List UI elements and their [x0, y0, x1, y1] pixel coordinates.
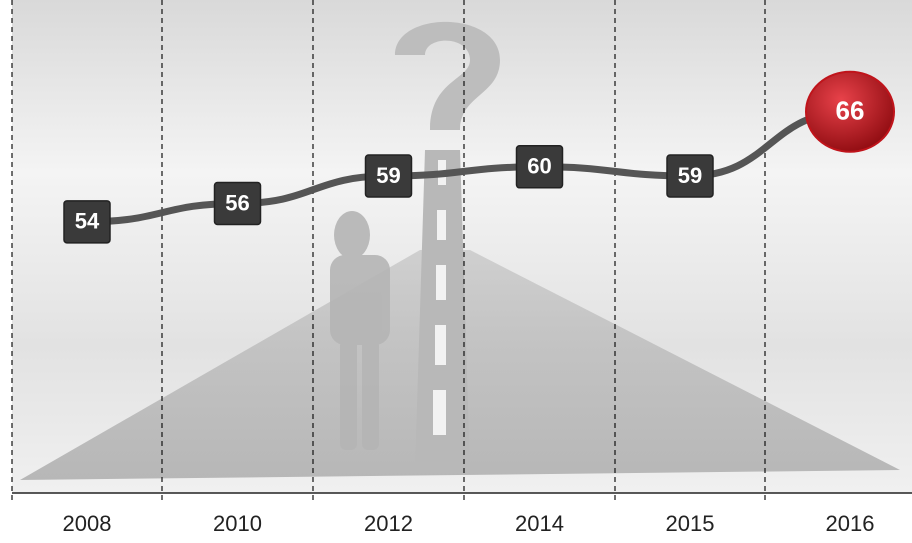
marker — [213, 181, 262, 226]
x-tick-label: 2010 — [213, 511, 262, 536]
marker — [515, 145, 564, 189]
x-tick-label: 2014 — [515, 511, 564, 536]
value-label: 66 — [836, 96, 865, 126]
marker — [63, 200, 111, 244]
x-tick-label: 2015 — [666, 511, 715, 536]
value-label: 60 — [527, 154, 551, 179]
value-label: 54 — [75, 209, 100, 234]
x-tick-label: 2016 — [826, 511, 875, 536]
highlight-marker — [805, 70, 895, 153]
value-label: 59 — [678, 163, 702, 188]
marker — [364, 154, 413, 198]
x-tick-label: 2012 — [364, 511, 413, 536]
value-label: 59 — [376, 163, 400, 188]
marker — [666, 154, 714, 198]
x-tick-label: 2008 — [63, 511, 112, 536]
value-label: 56 — [225, 190, 249, 215]
background — [12, 0, 912, 493]
